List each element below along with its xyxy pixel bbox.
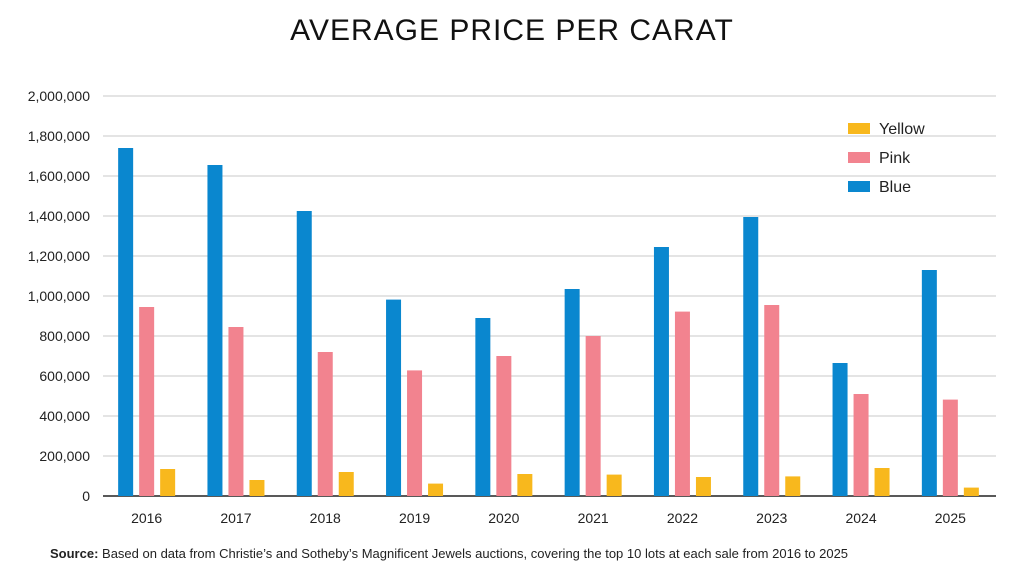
legend-label-blue: Blue bbox=[879, 179, 911, 196]
bar-blue-2024 bbox=[832, 363, 848, 496]
bar-blue-2019 bbox=[386, 299, 402, 496]
legend-swatch-pink bbox=[848, 152, 870, 163]
source-note: Source: Based on data from Christie’s an… bbox=[50, 546, 1024, 561]
bar-pink-2024 bbox=[853, 394, 869, 496]
bar-pink-2022 bbox=[674, 311, 690, 496]
bar-yellow-2023 bbox=[785, 476, 801, 496]
x-tick-label: 2024 bbox=[845, 510, 876, 526]
bar-blue-2018 bbox=[296, 211, 312, 496]
bar-yellow-2024 bbox=[874, 468, 890, 496]
bar-blue-2021 bbox=[564, 289, 580, 496]
x-tick-label: 2021 bbox=[578, 510, 609, 526]
source-text: Based on data from Christie’s and Sotheb… bbox=[98, 546, 849, 561]
bar-yellow-2017 bbox=[249, 480, 265, 496]
bar-pink-2025 bbox=[942, 399, 958, 496]
bar-blue-2023 bbox=[743, 217, 759, 496]
y-tick-label: 1,200,000 bbox=[28, 248, 90, 264]
bar-blue-2020 bbox=[475, 318, 491, 496]
bar-pink-2016 bbox=[139, 307, 155, 496]
x-axis-ticks: 2016 2017 2018 2019 2020 2021 2022 2023 2024 2025 bbox=[131, 510, 966, 526]
bar-blue-2025 bbox=[921, 270, 937, 496]
y-tick-label: 200,000 bbox=[39, 448, 90, 464]
y-tick-label: 400,000 bbox=[39, 408, 90, 424]
y-tick-label: 1,000,000 bbox=[28, 288, 90, 304]
chart-title: AVERAGE PRICE PER CARAT bbox=[290, 14, 734, 47]
legend: Yellow Pink Blue bbox=[848, 121, 925, 196]
legend-label-pink: Pink bbox=[879, 150, 911, 167]
x-tick-label: 2023 bbox=[756, 510, 787, 526]
y-tick-label: 600,000 bbox=[39, 368, 90, 384]
bar-blue-2022 bbox=[653, 247, 669, 496]
bar-yellow-2021 bbox=[606, 474, 622, 496]
bars bbox=[118, 148, 979, 496]
bar-pink-2018 bbox=[317, 352, 333, 496]
y-tick-label: 1,800,000 bbox=[28, 128, 90, 144]
y-tick-label: 800,000 bbox=[39, 328, 90, 344]
x-tick-label: 2016 bbox=[131, 510, 162, 526]
bar-blue-2016 bbox=[118, 148, 134, 496]
legend-swatch-blue bbox=[848, 181, 870, 192]
bar-yellow-2018 bbox=[338, 472, 354, 496]
bar-yellow-2025 bbox=[963, 487, 979, 496]
bar-yellow-2019 bbox=[428, 483, 444, 496]
bar-pink-2021 bbox=[585, 336, 601, 496]
x-tick-label: 2022 bbox=[667, 510, 698, 526]
bar-yellow-2022 bbox=[695, 477, 711, 496]
x-tick-label: 2019 bbox=[399, 510, 430, 526]
source-label: Source: bbox=[50, 546, 99, 561]
y-axis-ticks: 0 200,000 400,000 600,000 800,000 1,000,000 1,… bbox=[28, 88, 91, 504]
legend-swatch-yellow bbox=[848, 123, 870, 134]
x-tick-label: 2020 bbox=[488, 510, 519, 526]
bar-pink-2017 bbox=[228, 327, 244, 496]
y-tick-label: 0 bbox=[82, 488, 90, 504]
y-tick-label: 1,400,000 bbox=[28, 208, 90, 224]
bar-blue-2017 bbox=[207, 165, 223, 496]
bar-pink-2019 bbox=[407, 370, 423, 496]
bar-pink-2023 bbox=[764, 305, 780, 496]
legend-label-yellow: Yellow bbox=[879, 121, 925, 138]
x-tick-label: 2018 bbox=[310, 510, 341, 526]
bar-yellow-2020 bbox=[517, 474, 533, 496]
x-tick-label: 2017 bbox=[220, 510, 251, 526]
y-tick-label: 1,600,000 bbox=[28, 168, 90, 184]
x-tick-label: 2025 bbox=[935, 510, 966, 526]
y-tick-label: 2,000,000 bbox=[28, 88, 90, 104]
bar-pink-2020 bbox=[496, 356, 512, 496]
bar-yellow-2016 bbox=[160, 469, 176, 496]
